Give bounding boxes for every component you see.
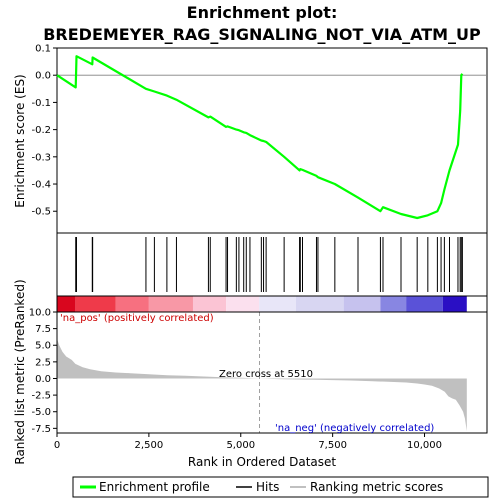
rank-tick-label: 10.0 bbox=[29, 308, 51, 319]
hits-frame bbox=[56, 232, 488, 297]
es-tick-label: -0.4 bbox=[31, 180, 51, 191]
rank-plot-frame bbox=[56, 311, 488, 434]
rank-tick-label: 5.0 bbox=[35, 341, 51, 352]
x-tick-label: 10,000 bbox=[407, 440, 442, 451]
es-axis-label: Enrichment score (ES) bbox=[13, 74, 27, 207]
heatmap-segment bbox=[295, 296, 344, 312]
rank-tick-label: 7.5 bbox=[35, 324, 51, 335]
heatmap-segment bbox=[343, 296, 381, 312]
x-tick-label: 2,500 bbox=[135, 440, 164, 451]
x-tick-label: 0 bbox=[54, 440, 60, 451]
x-tick-label: 5,000 bbox=[226, 440, 255, 451]
chart-title-line1: Enrichment plot: bbox=[187, 3, 338, 22]
legend-hits-label: Hits bbox=[256, 480, 279, 494]
x-axis: 0 2,500 5,000 7,500 10,000 bbox=[54, 433, 442, 451]
heatmap-segment bbox=[380, 296, 407, 312]
es-tick-label: 0.0 bbox=[35, 71, 51, 82]
es-tick-label: 0.1 bbox=[35, 44, 51, 55]
legend: Enrichment profile Hits Ranking metric s… bbox=[72, 476, 489, 498]
legend-box bbox=[72, 476, 489, 498]
heatmap-segment bbox=[192, 296, 227, 312]
rank-tick-label: 2.5 bbox=[35, 357, 51, 368]
x-tick-label: 7,500 bbox=[318, 440, 347, 451]
zero-cross-label: Zero cross at 5510 bbox=[219, 369, 313, 380]
heatmap-segment bbox=[115, 296, 149, 312]
pos-correlated-label: 'na_pos' (positively correlated) bbox=[60, 313, 214, 324]
legend-ranking-label: Ranking metric scores bbox=[310, 480, 443, 494]
legend-enrichment-label: Enrichment profile bbox=[99, 480, 210, 494]
heatmap-segment bbox=[148, 296, 193, 312]
x-axis-label: Rank in Ordered Dataset bbox=[188, 455, 336, 469]
heatmap-segment bbox=[442, 296, 467, 312]
rank-plot-border bbox=[56, 311, 488, 434]
ranked-metric-panel: 10.0 7.5 5.0 2.5 0.0 -2.5 -5.0 -7.5 bbox=[29, 308, 488, 435]
rank-tick-label: 0.0 bbox=[35, 374, 51, 385]
es-tick-label: -0.1 bbox=[31, 98, 51, 109]
heatmap-segment bbox=[226, 296, 260, 312]
rank-tick-label: -2.5 bbox=[31, 391, 51, 402]
es-tick-label: -0.2 bbox=[31, 125, 51, 136]
heatmap-segment bbox=[259, 296, 296, 312]
rank-tick-label: -5.0 bbox=[31, 407, 51, 418]
es-tick-label: -0.3 bbox=[31, 152, 51, 163]
heatmap-segment bbox=[75, 296, 116, 312]
rank-tick-label: -7.5 bbox=[31, 424, 51, 435]
es-panel: 0.1 0.0 -0.1 -0.2 -0.3 -0.4 -0.5 bbox=[31, 44, 488, 234]
chart-title-line2: BREDEMEYER_RAG_SIGNALING_NOT_VIA_ATM_UP bbox=[43, 25, 481, 44]
neg-correlated-label: 'na_neg' (negatively correlated) bbox=[275, 423, 434, 434]
es-tick-label: -0.5 bbox=[31, 207, 51, 218]
heatmap-segment bbox=[406, 296, 443, 312]
rank-axis-label: Ranked list metric (PreRanked) bbox=[13, 279, 27, 464]
heatmap-segment bbox=[57, 296, 76, 312]
enrichment-profile-line bbox=[56, 55, 464, 220]
es-plot-frame bbox=[56, 47, 488, 234]
rank-heatmap-bar bbox=[56, 295, 488, 313]
hits-panel bbox=[56, 232, 488, 297]
